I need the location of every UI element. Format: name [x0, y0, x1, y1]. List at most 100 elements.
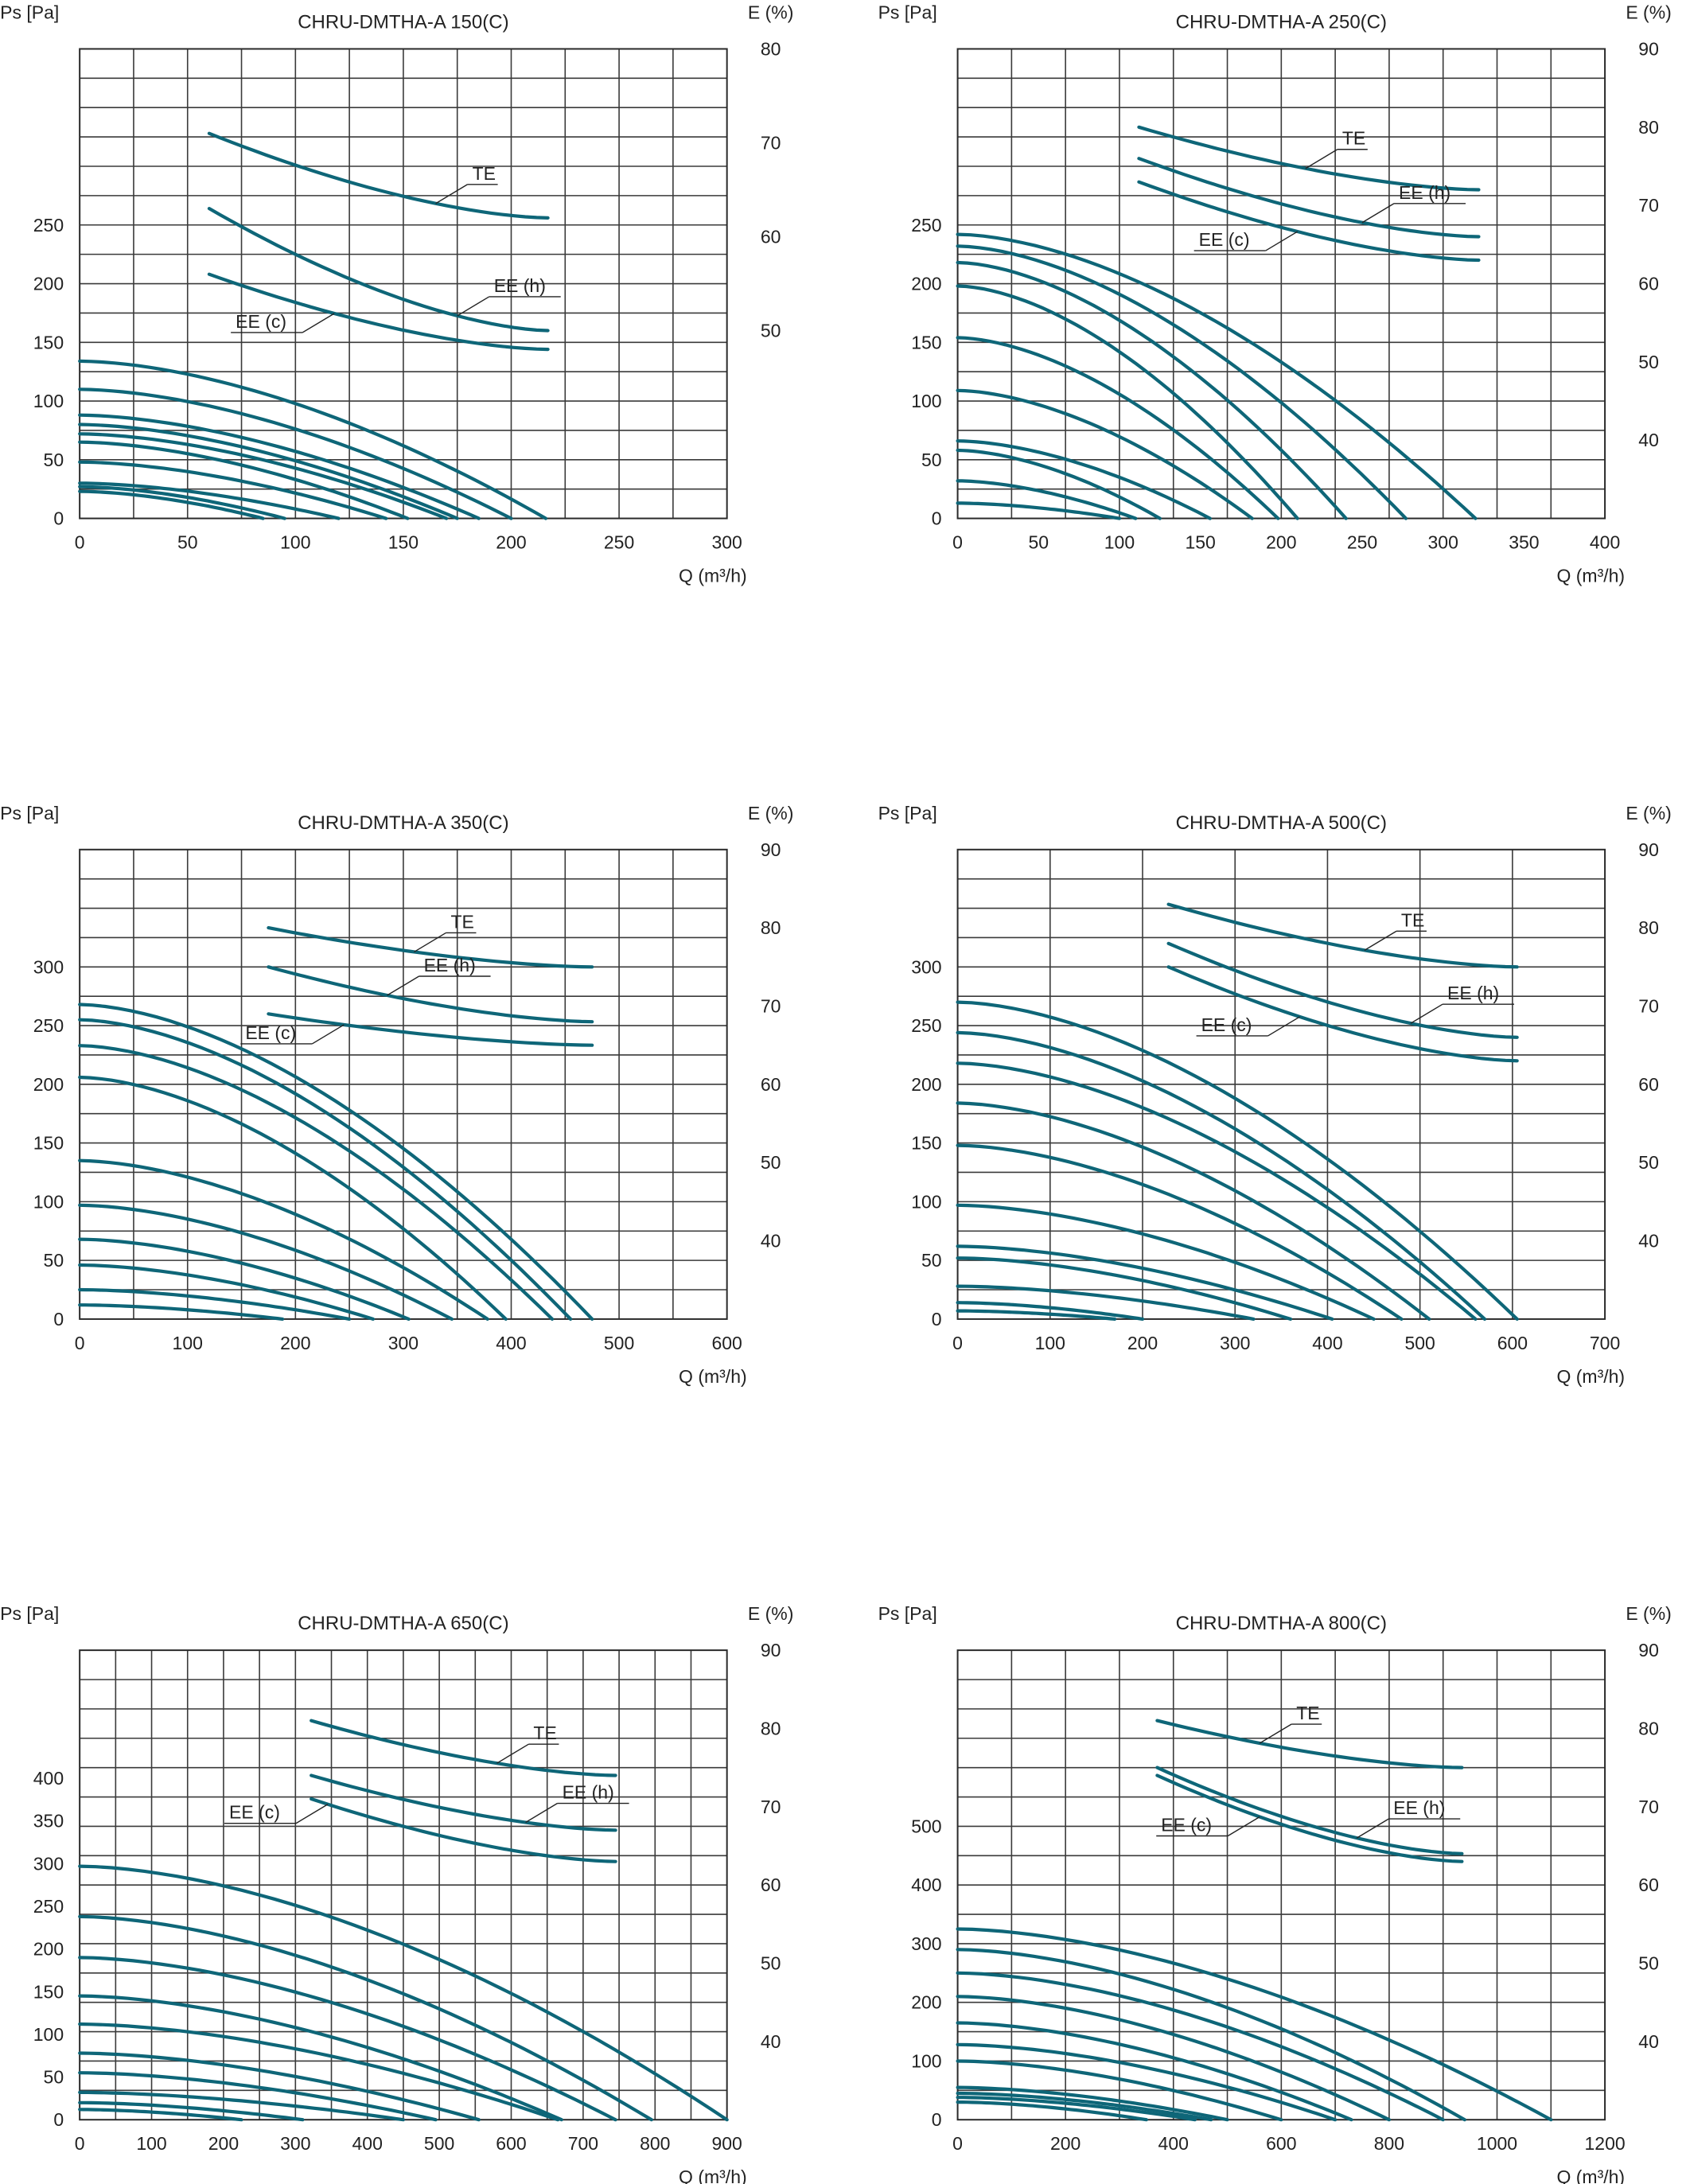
x-axis-label: Q (m³/h)	[679, 2166, 747, 2184]
label-leader	[302, 313, 335, 333]
pressure-curve	[956, 2059, 1283, 2122]
label-leader	[1259, 1723, 1292, 1744]
y-tick-label: 500	[911, 1816, 941, 1836]
pressure-curve	[78, 2071, 438, 2122]
y2-tick-label: 50	[1638, 1152, 1659, 1173]
efficiency-series-label: EE (h)	[424, 955, 476, 975]
efficiency-curve	[267, 1012, 594, 1047]
efficiency-series-label: EE (c)	[229, 1802, 280, 1823]
efficiency-series-label: EE (c)	[1199, 229, 1250, 250]
x-tick-label: 800	[1374, 2133, 1404, 2154]
y2-tick-label: 70	[1638, 1797, 1659, 1817]
y-tick-label: 400	[33, 1768, 64, 1789]
y-axis-label: Ps [Pa]	[0, 2, 59, 22]
x-tick-label: 150	[388, 532, 419, 553]
pressure-curve	[78, 2100, 305, 2122]
pressure-curve	[956, 2085, 1229, 2122]
x-tick-label: 0	[952, 2133, 963, 2154]
y-tick-label: 100	[911, 391, 941, 411]
y2-tick-label: 50	[1638, 352, 1659, 372]
pressure-curve	[78, 1018, 573, 1322]
x-tick-label: 200	[208, 2133, 239, 2154]
efficiency-curve	[1166, 941, 1519, 1039]
y2-tick-label: 60	[761, 1875, 781, 1895]
y-axis-label: Ps [Pa]	[0, 1603, 59, 1624]
efficiency-curve	[310, 1797, 617, 1863]
y-tick-label: 400	[911, 1875, 941, 1895]
efficiency-curve	[1166, 965, 1519, 1063]
pressure-curve	[78, 2108, 243, 2122]
pressure-curve	[78, 387, 513, 520]
x-tick-label: 400	[1312, 1333, 1342, 1353]
y-tick-label: 100	[33, 1191, 64, 1212]
chart-title: CHRU-DMTHA-A 500(C)	[1176, 812, 1387, 834]
y2-tick-label: 90	[1638, 839, 1659, 860]
efficiency-series-label: TE	[1342, 128, 1365, 149]
y-tick-label: 300	[911, 956, 941, 977]
x-tick-label: 200	[1050, 2133, 1081, 2154]
pressure-curve	[956, 1971, 1445, 2122]
pressure-curve	[956, 244, 1408, 520]
y2-tick-label: 50	[761, 1152, 781, 1173]
x-tick-label: 300	[1428, 532, 1458, 553]
pressure-curve	[78, 1914, 653, 2122]
pressure-curve	[78, 1237, 411, 1322]
y2-tick-label: 80	[1638, 117, 1659, 138]
x-tick-label: 0	[75, 532, 85, 553]
x-tick-label: 0	[952, 532, 963, 553]
pressure-curve	[78, 440, 410, 520]
chart-title: CHRU-DMTHA-A 800(C)	[1176, 1613, 1387, 1634]
y-tick-label: 250	[33, 1896, 64, 1917]
pressure-curve	[956, 2091, 1213, 2122]
x-tick-label: 0	[75, 2133, 85, 2154]
pressure-curve	[956, 2021, 1353, 2122]
y2-tick-label: 40	[761, 1231, 781, 1252]
y2-tick-label: 70	[761, 132, 781, 153]
label-leader	[1267, 1016, 1300, 1037]
pressure-curve	[956, 1203, 1376, 1322]
chart-title: CHRU-DMTHA-A 250(C)	[1176, 11, 1387, 33]
x-tick-label: 300	[388, 1333, 419, 1353]
grid	[80, 1650, 727, 2120]
pressure-curve	[956, 1995, 1392, 2122]
grid	[80, 49, 727, 519]
efficiency-curve	[1155, 1765, 1464, 1855]
efficiency-curve	[1137, 157, 1481, 239]
label-leader	[1356, 1818, 1389, 1839]
efficiency-series-label: EE (h)	[1393, 1797, 1445, 1818]
label-leader	[414, 932, 446, 953]
efficiency-series-label: EE (c)	[245, 1022, 296, 1043]
pressure-curve	[78, 413, 481, 520]
y2-axis-label: E (%)	[748, 2, 794, 22]
y2-tick-label: 90	[761, 1640, 781, 1660]
label-leader	[435, 184, 468, 204]
plot-frame	[79, 848, 728, 1320]
efficiency-curve	[1137, 125, 1481, 192]
y-tick-label: 100	[33, 2024, 64, 2045]
label-leader	[1410, 1003, 1443, 1024]
x-tick-label: 1000	[1477, 2133, 1517, 2154]
x-tick-label: 200	[496, 532, 526, 553]
y-tick-label: 200	[911, 1992, 941, 2013]
y-tick-label: 300	[33, 956, 64, 977]
x-tick-label: 100	[173, 1333, 203, 1353]
x-tick-label: 700	[1590, 1333, 1620, 1353]
efficiency-curve	[267, 965, 594, 1024]
y-tick-label: 50	[44, 1250, 64, 1271]
y-axis-label: Ps [Pa]	[0, 803, 59, 823]
efficiency-series-label: TE	[533, 1723, 556, 1743]
y-axis-label: Ps [Pa]	[878, 803, 937, 823]
y2-axis-label: E (%)	[748, 1603, 794, 1624]
y-tick-label: 0	[53, 1309, 64, 1329]
x-tick-label: 600	[1266, 2133, 1296, 2154]
y2-tick-label: 60	[761, 227, 781, 247]
y-tick-label: 200	[911, 1074, 941, 1095]
x-tick-label: 400	[1590, 532, 1620, 553]
pressure-curve	[956, 1256, 1293, 1322]
pressure-curve	[78, 1044, 555, 1322]
y2-tick-label: 40	[1638, 2031, 1659, 2052]
x-tick-label: 100	[280, 532, 310, 553]
pressure-curve	[78, 1002, 594, 1322]
pressure-curve	[78, 1158, 489, 1322]
